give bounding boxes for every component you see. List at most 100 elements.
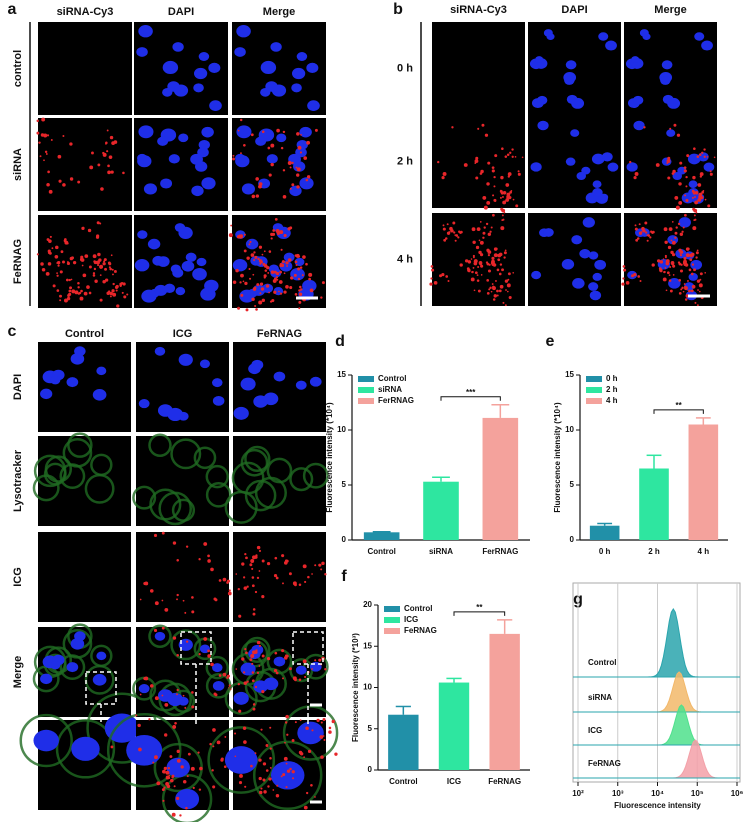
y-axis-label: Fluorescence intensity (*10⁴): [553, 402, 562, 513]
speck: [243, 233, 246, 236]
significance-label: **: [476, 603, 483, 612]
speck: [251, 679, 255, 683]
speck: [288, 667, 292, 671]
speck: [252, 703, 256, 706]
speck: [249, 658, 253, 662]
speck: [259, 292, 262, 295]
speck: [633, 272, 637, 277]
nucleus: [536, 95, 548, 105]
speck: [320, 721, 323, 724]
nucleus: [279, 260, 293, 272]
speck: [299, 285, 302, 289]
speck: [176, 654, 179, 657]
speck: [430, 265, 434, 268]
speck: [445, 237, 448, 240]
lyso-ring: [240, 448, 269, 477]
speck: [40, 262, 44, 266]
speck: [70, 278, 73, 281]
speck: [633, 176, 637, 180]
speck: [646, 239, 649, 242]
speck: [487, 269, 491, 273]
speck: [304, 675, 307, 679]
speck: [297, 145, 302, 150]
speck: [184, 611, 187, 614]
speck: [294, 260, 298, 264]
nucleus: [71, 736, 100, 761]
speck: [484, 133, 489, 137]
speck: [501, 219, 504, 221]
speck: [66, 242, 69, 245]
speck: [301, 274, 304, 277]
nucleus: [232, 259, 248, 272]
legend-swatch: [358, 387, 374, 393]
row-header: 0 h: [397, 62, 413, 74]
speck: [259, 282, 264, 286]
speck: [294, 254, 298, 257]
y-tick-label: 5: [342, 480, 347, 489]
speck: [504, 249, 507, 252]
speck: [638, 223, 641, 226]
speck: [289, 187, 292, 190]
micrograph: [624, 115, 717, 213]
speck: [256, 640, 261, 645]
legend-label: FerRNAG: [378, 396, 414, 405]
speck: [190, 766, 195, 771]
speck: [170, 778, 174, 783]
speck: [254, 590, 258, 594]
speck: [62, 183, 66, 187]
legend-swatch: [358, 398, 374, 404]
panel-label: b: [393, 1, 403, 18]
speck: [222, 577, 227, 582]
speck: [268, 777, 272, 781]
speck: [671, 221, 674, 223]
nucleus: [588, 251, 599, 260]
speck: [256, 576, 260, 580]
speck: [684, 298, 688, 301]
speck: [280, 146, 284, 150]
speck: [487, 161, 491, 165]
nucleus: [307, 100, 320, 111]
speck: [86, 285, 90, 289]
speck: [698, 192, 703, 197]
speck: [252, 555, 256, 560]
speck: [477, 266, 480, 269]
speck: [292, 777, 295, 780]
nucleus: [193, 67, 208, 80]
speck: [665, 289, 668, 292]
speck: [210, 567, 214, 572]
speck: [658, 267, 662, 271]
speck: [673, 123, 677, 127]
nucleus: [270, 42, 282, 52]
speck: [273, 668, 278, 673]
significance-label: ***: [466, 388, 476, 397]
speck: [104, 267, 108, 271]
speck: [97, 163, 101, 167]
speck: [94, 279, 98, 283]
nucleus: [66, 662, 79, 673]
row-label: FeRNAG: [588, 759, 621, 768]
speck: [108, 155, 113, 159]
speck: [498, 252, 503, 257]
speck: [106, 291, 111, 296]
speck: [261, 654, 265, 658]
speck: [463, 163, 468, 167]
speck: [92, 274, 96, 277]
column-header: siRNA-Cy3: [450, 4, 507, 16]
speck: [300, 134, 302, 136]
y-axis-label: Fluorescence intensity (*10³): [351, 633, 360, 742]
speck: [680, 288, 683, 291]
speck: [66, 261, 70, 266]
speck: [164, 607, 169, 612]
speck: [77, 282, 80, 285]
speck: [213, 692, 217, 696]
micrograph: [224, 627, 329, 717]
speck: [261, 253, 264, 256]
lyso-ring: [161, 773, 213, 822]
speck: [637, 237, 640, 240]
speck: [272, 279, 277, 283]
speck: [258, 665, 261, 667]
speck: [664, 271, 666, 273]
nucleus: [592, 180, 602, 189]
speck: [499, 284, 504, 289]
micrograph-bg: [432, 22, 525, 115]
